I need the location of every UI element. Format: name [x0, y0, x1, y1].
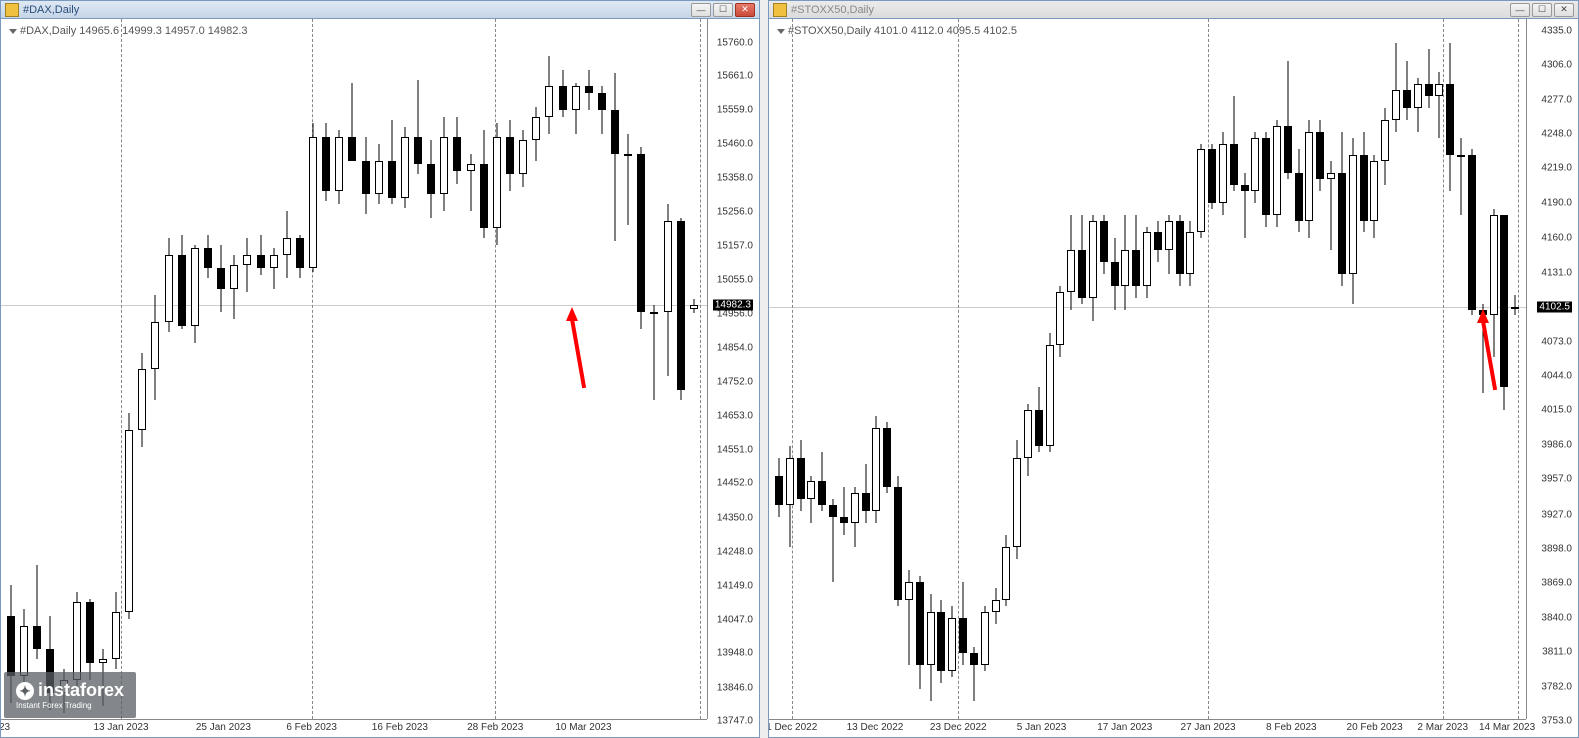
- y-tick-label: 3898.0: [1541, 544, 1572, 555]
- minimize-button[interactable]: —: [1510, 3, 1530, 17]
- price-line: [1, 305, 707, 306]
- y-tick-label: 15157.0: [717, 240, 753, 251]
- y-tick-label: 4219.0: [1541, 163, 1572, 174]
- x-tick-label: 14 Mar 2023: [1479, 722, 1535, 733]
- y-tick-label: 15460.0: [717, 138, 753, 149]
- y-tick-label: 3782.0: [1541, 681, 1572, 692]
- x-tick-label: 6 Feb 2023: [286, 722, 337, 733]
- window-title: #STOXX50,Daily: [791, 4, 1510, 16]
- close-button[interactable]: ✕: [735, 3, 755, 17]
- y-tick-label: 4248.0: [1541, 129, 1572, 140]
- app-icon: [773, 3, 787, 17]
- y-tick-label: 3986.0: [1541, 439, 1572, 450]
- period-line: [792, 19, 793, 719]
- arrow-annotation: [1477, 309, 1489, 323]
- y-tick-label: 3869.0: [1541, 578, 1572, 589]
- x-tick-label: 1 Dec 2022: [769, 722, 817, 733]
- y-tick-label: 4160.0: [1541, 233, 1572, 244]
- watermark-logo: ✦instaforexInstant Forex Trading: [4, 672, 136, 718]
- x-axis: 1 Dec 2022 13 Dec 2022 23 Dec 2022 5 Jan 20…: [769, 719, 1526, 737]
- y-tick-label: 4277.0: [1541, 94, 1572, 105]
- x-tick-label: 10 Mar 2023: [555, 722, 611, 733]
- period-line: [1208, 19, 1209, 719]
- period-line: [1518, 19, 1519, 719]
- y-tick-label: 15358.0: [717, 173, 753, 184]
- y-axis: 4335.0 4306.0 4277.0 4248.0 4219.0 4190.0 4160…: [1526, 19, 1574, 719]
- y-tick-label: 4015.0: [1541, 405, 1572, 416]
- y-tick-label: 13948.0: [717, 648, 753, 659]
- y-tick-label: 4335.0: [1541, 25, 1572, 36]
- y-tick-label: 14653.0: [717, 410, 753, 421]
- period-line: [1443, 19, 1444, 719]
- title-bar-stoxx[interactable]: #STOXX50,Daily — ☐ ✕: [769, 1, 1578, 19]
- y-tick-label: 15055.0: [717, 275, 753, 286]
- window-title: #DAX,Daily: [23, 4, 691, 16]
- y-tick-label: 14350.0: [717, 512, 753, 523]
- y-tick-label: 15661.0: [717, 70, 753, 81]
- x-tick-label: 2 Mar 2023: [1417, 722, 1468, 733]
- y-tick-label: 3957.0: [1541, 474, 1572, 485]
- logo-icon: ✦: [16, 682, 34, 700]
- y-tick-label: 13846.0: [717, 682, 753, 693]
- y-tick-label: 4073.0: [1541, 336, 1572, 347]
- y-tick-label: 14047.0: [717, 614, 753, 625]
- y-tick-label: 14854.0: [717, 342, 753, 353]
- x-tick-label: 23 Dec 2022: [930, 722, 987, 733]
- y-tick-label: 4190.0: [1541, 197, 1572, 208]
- y-tick-label: 15559.0: [717, 105, 753, 116]
- window-buttons: — ☐ ✕: [1510, 3, 1574, 17]
- period-line: [700, 19, 701, 719]
- x-tick-label: 28 Feb 2023: [467, 722, 523, 733]
- y-tick-label: 4131.0: [1541, 267, 1572, 278]
- y-tick-label: 13747.0: [717, 716, 753, 727]
- x-tick-label: 13 Dec 2022: [847, 722, 904, 733]
- close-button[interactable]: ✕: [1554, 3, 1574, 17]
- x-tick-label: 5 Jan 2023: [1017, 722, 1067, 733]
- y-axis: 15760.0 15661.0 15559.0 15460.0 15358.0 15256…: [707, 19, 755, 719]
- y-tick-label: 4044.0: [1541, 370, 1572, 381]
- chart-area-dax[interactable]: #DAX,Daily 14965.6 14999.3 14957.0 14982…: [1, 19, 759, 737]
- x-tick-label: 8 Feb 2023: [1266, 722, 1317, 733]
- y-tick-label: 14248.0: [717, 547, 753, 558]
- app-icon: [5, 3, 19, 17]
- x-tick-label: 16 Feb 2023: [372, 722, 428, 733]
- y-tick-label: 15256.0: [717, 207, 753, 218]
- y-tick-label: 14752.0: [717, 377, 753, 388]
- plot-area[interactable]: [769, 19, 1526, 719]
- x-tick-label: 25 Jan 2023: [196, 722, 251, 733]
- x-tick-label: 23: [1, 722, 10, 733]
- window-buttons: — ☐ ✕: [691, 3, 755, 17]
- y-tick-label: 14551.0: [717, 445, 753, 456]
- y-tick-label: 3927.0: [1541, 509, 1572, 520]
- y-tick-label: 15760.0: [717, 37, 753, 48]
- price-label: 4102.5: [1537, 301, 1572, 312]
- minimize-button[interactable]: —: [691, 3, 711, 17]
- x-axis: 23 13 Jan 2023 25 Jan 2023 6 Feb 2023 16 Feb…: [1, 719, 707, 737]
- chart-area-stoxx[interactable]: #STOXX50,Daily 4101.0 4112.0 4095.5 4102…: [769, 19, 1578, 737]
- y-tick-label: 14452.0: [717, 478, 753, 489]
- plot-area[interactable]: [1, 19, 707, 719]
- y-tick-label: 3840.0: [1541, 612, 1572, 623]
- maximize-button[interactable]: ☐: [713, 3, 733, 17]
- y-tick-label: 3753.0: [1541, 716, 1572, 727]
- x-tick-label: 20 Feb 2023: [1347, 722, 1403, 733]
- x-tick-label: 27 Jan 2023: [1181, 722, 1236, 733]
- x-tick-label: 17 Jan 2023: [1097, 722, 1152, 733]
- price-line: [769, 307, 1526, 308]
- x-tick-label: 13 Jan 2023: [93, 722, 148, 733]
- chart-window-stoxx: #STOXX50,Daily — ☐ ✕ #STOXX50,Daily 4101…: [768, 0, 1579, 738]
- maximize-button[interactable]: ☐: [1532, 3, 1552, 17]
- price-label: 14982.3: [713, 299, 753, 310]
- arrow-annotation: [566, 307, 578, 321]
- period-line: [958, 19, 959, 719]
- y-tick-label: 4306.0: [1541, 60, 1572, 71]
- y-tick-label: 3811.0: [1542, 647, 1572, 658]
- period-line: [121, 19, 122, 719]
- chart-window-dax: #DAX,Daily — ☐ ✕ #DAX,Daily 14965.6 1499…: [0, 0, 760, 738]
- y-tick-label: 14149.0: [717, 580, 753, 591]
- title-bar-dax[interactable]: #DAX,Daily — ☐ ✕: [1, 1, 759, 19]
